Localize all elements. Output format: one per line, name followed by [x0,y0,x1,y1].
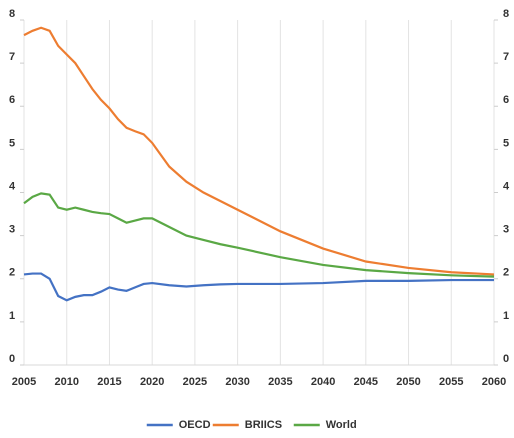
y2-tick-label: 8 [503,8,509,20]
x-tick-label: 2020 [140,376,164,388]
y-tick-label: 1 [9,310,15,322]
y-tick-label: 2 [9,267,15,279]
x-tick-label: 2030 [225,376,249,388]
legend-label: World [326,419,357,431]
x-tick-label: 2050 [396,376,420,388]
x-tick-label: 2055 [439,376,463,388]
y2-tick-label: 1 [503,310,509,322]
x-tick-label: 2005 [12,376,36,388]
y-tick-label: 0 [9,353,15,365]
y-tick-label: 5 [9,137,15,149]
x-tick-label: 2025 [183,376,207,388]
y2-tick-label: 0 [503,353,509,365]
y2-tick-label: 7 [503,51,509,63]
y2-tick-label: 5 [503,137,509,149]
y-tick-label: 8 [9,8,15,20]
x-tick-label: 2035 [268,376,292,388]
x-tick-label: 2045 [354,376,378,388]
y2-tick-label: 6 [503,94,509,106]
x-tick-label: 2040 [311,376,335,388]
y-tick-label: 7 [9,51,15,63]
legend-label: BRIICS [245,419,282,431]
y2-tick-label: 3 [503,224,509,236]
series-line [23,26,495,276]
y2-tick-label: 2 [503,267,509,279]
y2-tick-label: 4 [503,180,510,192]
y-tick-label: 3 [9,224,15,236]
series-line [23,272,494,302]
legend-label: OECD [179,419,211,431]
y-tick-label: 6 [9,94,15,106]
x-tick-label: 2060 [482,376,506,388]
x-tick-label: 2015 [97,376,121,388]
y-tick-label: 4 [9,180,16,192]
series-line [23,192,495,278]
x-tick-label: 2010 [54,376,78,388]
